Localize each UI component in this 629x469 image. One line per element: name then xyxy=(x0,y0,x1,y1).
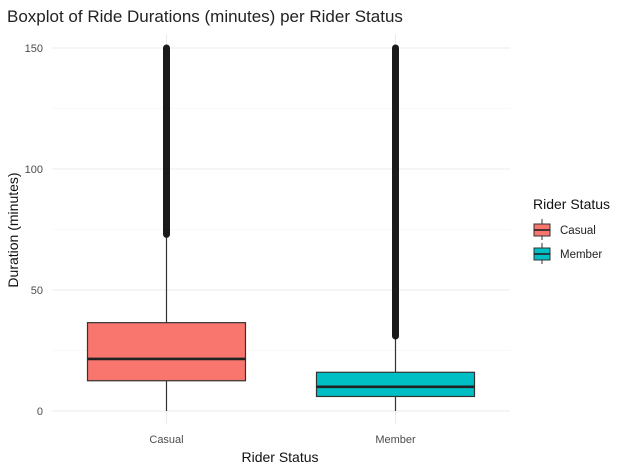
x-tick-label: Casual xyxy=(149,434,183,446)
y-axis-title: Duration (minutes) xyxy=(5,172,21,287)
iqr-box xyxy=(315,371,476,398)
legend: Rider Status Casual Member xyxy=(533,196,610,264)
legend-label: Member xyxy=(560,249,602,261)
legend-title: Rider Status xyxy=(533,196,610,212)
box-member xyxy=(315,44,476,411)
y-tick-label: 50 xyxy=(31,285,43,297)
y-tick-label: 0 xyxy=(37,406,43,418)
x-axis-title: Rider Status xyxy=(241,449,318,465)
y-axis-ticks: 0 50 100 150 xyxy=(25,43,43,418)
iqr-box xyxy=(86,322,247,382)
y-tick-label: 150 xyxy=(25,43,43,55)
chart-title: Boxplot of Ride Durations (minutes) per … xyxy=(7,7,403,26)
legend-key-casual: Casual xyxy=(533,219,596,240)
box-casual xyxy=(86,44,247,411)
legend-label: Casual xyxy=(560,225,596,237)
x-axis-ticks: Casual Member xyxy=(149,434,416,446)
y-tick-label: 100 xyxy=(25,164,43,176)
legend-key-member: Member xyxy=(533,243,602,264)
x-tick-label: Member xyxy=(375,434,416,446)
boxes xyxy=(86,44,476,411)
